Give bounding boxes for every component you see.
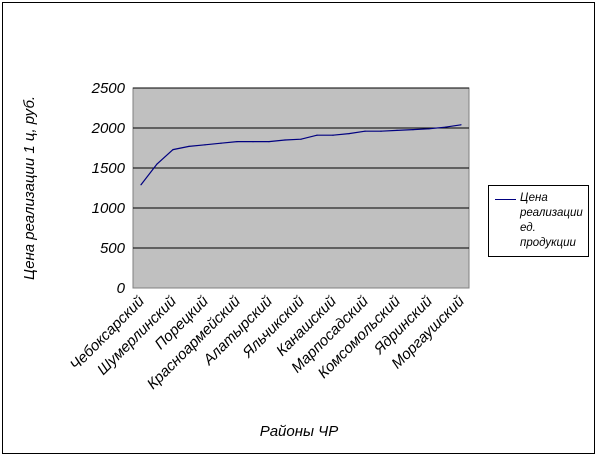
- legend-label: Цена реализации ед. продукции: [520, 192, 583, 249]
- y-tick-label: 1000: [92, 200, 126, 217]
- data-point: [220, 142, 222, 144]
- data-point: [236, 141, 238, 143]
- y-tick-label: 2000: [91, 120, 126, 137]
- legend-line-swatch: [495, 199, 516, 200]
- y-tick-label: 2500: [91, 80, 126, 97]
- data-point: [396, 129, 398, 131]
- data-point: [380, 130, 382, 132]
- y-tick-label: 500: [100, 240, 126, 257]
- data-point: [444, 126, 446, 128]
- data-point: [316, 134, 318, 136]
- y-axis-ticks: 0 500 1000 1500 2000 2500: [91, 80, 126, 297]
- y-tick-label: 1500: [92, 160, 126, 177]
- data-point: [300, 138, 302, 140]
- data-point: [268, 141, 270, 143]
- series-layer: [140, 124, 462, 186]
- data-point: [140, 184, 142, 186]
- x-axis-ticks: ЧебоксарскийШумерлинскийПорецкийКрасноар…: [67, 292, 468, 392]
- data-point: [172, 149, 174, 151]
- data-point: [204, 144, 206, 146]
- data-point: [188, 145, 190, 147]
- gridlines: [133, 87, 469, 249]
- data-point: [332, 134, 334, 136]
- y-axis-title: Цена реализации 1 ц, руб.: [21, 96, 38, 280]
- data-point: [428, 128, 430, 130]
- plot-area: [132, 87, 470, 289]
- data-point: [284, 139, 286, 141]
- data-point: [364, 130, 366, 132]
- data-point: [460, 124, 462, 126]
- data-point: [412, 129, 414, 131]
- data-point: [252, 141, 254, 143]
- data-point: [348, 133, 350, 135]
- x-axis-title: Районы ЧР: [260, 423, 339, 440]
- y-tick-label: 0: [117, 280, 126, 297]
- legend: Цена реализации ед. продукции: [488, 185, 589, 257]
- data-point: [156, 163, 158, 165]
